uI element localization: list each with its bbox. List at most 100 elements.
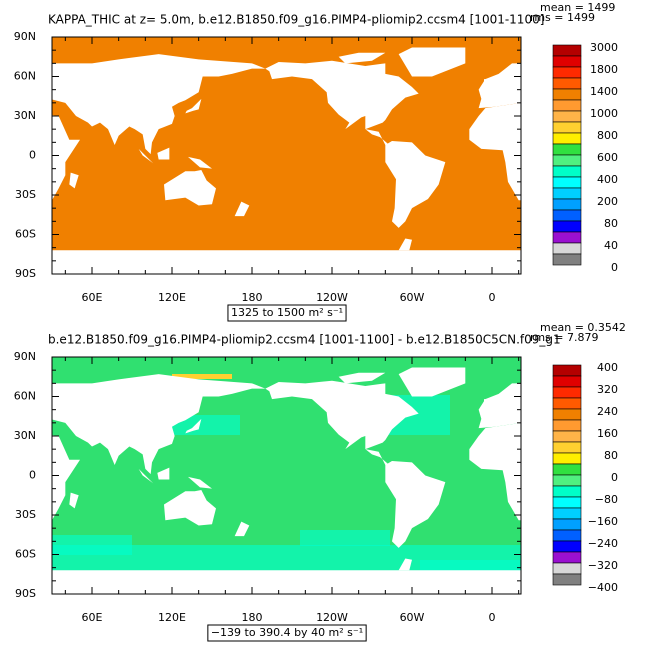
colorbar-label: 40: [604, 239, 618, 252]
lat-label: 90S: [15, 587, 36, 600]
colorbar-box: [552, 518, 582, 531]
colorbar-box: [552, 463, 582, 476]
lon-label: 60E: [82, 291, 103, 304]
colorbar-box: [552, 364, 582, 377]
colorbar-box: [552, 176, 582, 189]
colorbar-box: [552, 77, 582, 90]
range-label: 1325 to 1500 m² s⁻¹: [231, 306, 343, 319]
lat-label: 0: [29, 149, 36, 162]
range-box: [207, 624, 367, 642]
panel-title: KAPPA_THIC at z= 5.0m, b.e12.B1850.f09_g…: [48, 13, 544, 27]
colorbar-box: [552, 386, 582, 399]
lat-label: 30N: [14, 429, 36, 442]
colorbar-label: 400: [597, 361, 618, 374]
colorbar-box: [552, 430, 582, 443]
colorbar-label: 240: [597, 405, 618, 418]
colorbar-box: [552, 165, 582, 178]
colorbar-box: [552, 99, 582, 112]
colorbar-label: 400: [597, 173, 618, 186]
colorbar-box: [552, 474, 582, 487]
colorbar-box: [552, 154, 582, 167]
map: [52, 357, 521, 594]
range-box: [227, 304, 347, 322]
colorbar-label: 0: [611, 261, 618, 274]
lat-label: 90N: [14, 350, 36, 363]
colorbar-box: [552, 441, 582, 454]
colorbar-box: [552, 44, 582, 57]
lat-label: 60N: [14, 390, 36, 403]
colorbar-box: [552, 132, 582, 145]
lon-label: 180: [242, 291, 263, 304]
colorbar-box: [552, 452, 582, 465]
colorbar-box: [552, 55, 582, 68]
rms-label: rms = 1499: [530, 11, 595, 24]
lon-label: 60W: [400, 291, 425, 304]
rms-label: rms = 7.879: [530, 331, 598, 344]
colorbar-box: [552, 551, 582, 564]
panel: KAPPA_THIC at z= 5.0m, b.e12.B1850.f09_g…: [14, 1, 618, 322]
colorbar-box: [552, 143, 582, 156]
colorbar-box: [552, 375, 582, 388]
colorbar-label: 1800: [590, 63, 618, 76]
range-label: −139 to 390.4 by 40 m² s⁻¹: [211, 626, 363, 639]
colorbar-label: 160: [597, 427, 618, 440]
colorbar-box: [552, 231, 582, 244]
colorbar-box: [552, 562, 582, 575]
lat-label: 90N: [14, 30, 36, 43]
colorbar-label: 200: [597, 195, 618, 208]
colorbar-label: 600: [597, 151, 618, 164]
lat-label: 60S: [15, 228, 36, 241]
colorbar-box: [552, 187, 582, 200]
colorbar-box: [552, 573, 582, 586]
colorbar-box: [552, 198, 582, 211]
colorbar-box: [552, 408, 582, 421]
colorbar-label: 0: [611, 471, 618, 484]
colorbar-box: [552, 496, 582, 509]
colorbar-label: 320: [597, 383, 618, 396]
colorbar-box: [552, 529, 582, 542]
colorbar-box: [552, 253, 582, 266]
colorbar-box: [552, 397, 582, 410]
lon-label: 120W: [316, 611, 348, 624]
map: [52, 37, 521, 274]
lon-label: 0: [489, 611, 496, 624]
colorbar-label: −320: [588, 559, 618, 572]
colorbar-box: [552, 66, 582, 79]
lat-label: 90S: [15, 267, 36, 280]
anomaly-patch: [52, 535, 132, 555]
colorbar-label: −240: [588, 537, 618, 550]
lon-label: 60E: [82, 611, 103, 624]
anomaly-patch: [172, 374, 232, 379]
lon-label: 180: [242, 611, 263, 624]
colorbar-label: 1400: [590, 85, 618, 98]
anomaly-patch: [300, 530, 390, 546]
colorbar-box: [552, 419, 582, 432]
lat-label: 0: [29, 469, 36, 482]
colorbar-box: [552, 485, 582, 498]
lon-label: 0: [489, 291, 496, 304]
colorbar-box: [552, 220, 582, 233]
colorbar-label: 800: [597, 129, 618, 142]
lat-label: 60N: [14, 70, 36, 83]
colorbar-label: 80: [604, 449, 618, 462]
lon-label: 120E: [158, 611, 186, 624]
colorbar-box: [552, 540, 582, 553]
colorbar-label: 3000: [590, 41, 618, 54]
lat-label: 30N: [14, 109, 36, 122]
colorbar-box: [552, 209, 582, 222]
colorbar-box: [552, 242, 582, 255]
colorbar-label: −400: [588, 581, 618, 594]
lon-label: 120W: [316, 291, 348, 304]
lat-label: 30S: [15, 188, 36, 201]
colorbar-label: 80: [604, 217, 618, 230]
panel-title: b.e12.B1850.f09_g16.PIMP4-pliomip2.ccsm4…: [48, 333, 561, 347]
panel: b.e12.B1850.f09_g16.PIMP4-pliomip2.ccsm4…: [14, 321, 626, 642]
colorbar-label: −160: [588, 515, 618, 528]
colorbar-box: [552, 88, 582, 101]
lat-label: 30S: [15, 508, 36, 521]
colorbar-box: [552, 110, 582, 123]
colorbar-box: [552, 121, 582, 134]
colorbar-label: −80: [595, 493, 618, 506]
colorbar-label: 1000: [590, 107, 618, 120]
